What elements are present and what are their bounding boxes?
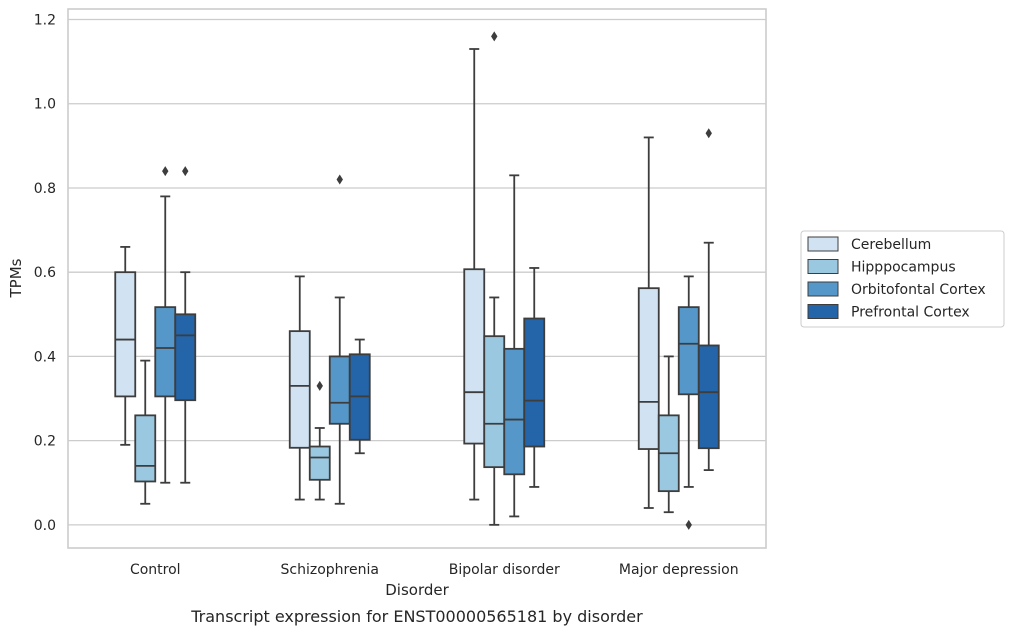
box-group bbox=[308, 380, 331, 501]
box-group bbox=[134, 359, 157, 505]
iqr-box bbox=[637, 287, 660, 450]
y-tick-label: 1.2 bbox=[34, 13, 56, 29]
iqr-box bbox=[483, 335, 506, 469]
iqr-box bbox=[154, 306, 177, 398]
legend-frame bbox=[800, 230, 1005, 328]
box-group bbox=[174, 166, 197, 484]
legend-swatch bbox=[807, 259, 839, 274]
outlier-point bbox=[685, 519, 692, 530]
legend-label: Hipppocampus bbox=[851, 260, 956, 276]
box-group bbox=[523, 267, 546, 488]
y-tick-label: 0.2 bbox=[34, 434, 56, 450]
y-axis-ticks: 0.0 0.2 0.4 0.6 0.8 1.0 1.2 bbox=[34, 13, 56, 534]
iqr-box bbox=[677, 306, 700, 396]
box-group bbox=[463, 48, 486, 501]
iqr-box bbox=[114, 271, 137, 398]
box-group bbox=[483, 31, 506, 526]
y-tick-label: 0.0 bbox=[34, 518, 56, 534]
legend-label: Prefrontal Cortex bbox=[851, 305, 970, 321]
legend-items: Cerebellum Hipppocampus Orbitofontal Corte… bbox=[807, 236, 986, 321]
y-tick-label: 0.8 bbox=[34, 181, 56, 197]
x-axis-title: Disorder bbox=[385, 581, 449, 599]
x-axis-ticks: Control Schizophrenia Bipolar disorder Majo… bbox=[130, 562, 739, 578]
legend: Cerebellum Hipppocampus Orbitofontal Corte… bbox=[800, 230, 1005, 328]
x-tick-label: Bipolar disorder bbox=[449, 562, 560, 578]
iqr-box bbox=[523, 317, 546, 448]
box-group bbox=[677, 275, 700, 530]
plot-boxes bbox=[114, 31, 720, 530]
iqr-box bbox=[328, 355, 351, 425]
legend-label: Orbitofontal Cortex bbox=[851, 282, 986, 298]
iqr-box bbox=[697, 344, 720, 450]
x-tick-label: Control bbox=[130, 562, 181, 578]
outlier-point bbox=[336, 174, 343, 185]
box-group bbox=[637, 136, 660, 509]
y-tick-label: 0.6 bbox=[34, 265, 56, 281]
x-tick-label: Schizophrenia bbox=[281, 562, 379, 578]
box-group bbox=[288, 275, 311, 501]
iqr-box bbox=[134, 414, 157, 483]
iqr-box bbox=[503, 347, 526, 476]
box-group bbox=[503, 174, 526, 518]
y-tick-label: 0.4 bbox=[34, 349, 56, 365]
legend-label: Cerebellum bbox=[851, 237, 931, 253]
outlier-point bbox=[182, 166, 189, 177]
iqr-box bbox=[288, 330, 311, 449]
outlier-point bbox=[316, 380, 323, 391]
outlier-point bbox=[162, 166, 169, 177]
legend-swatch bbox=[807, 304, 839, 319]
iqr-box bbox=[174, 313, 197, 402]
plot-frame bbox=[67, 8, 767, 549]
legend-swatch bbox=[807, 281, 839, 297]
iqr-box bbox=[463, 268, 486, 445]
iqr-box bbox=[308, 445, 331, 481]
box-group bbox=[657, 355, 680, 514]
box-group bbox=[114, 246, 137, 446]
legend-swatch bbox=[807, 236, 839, 252]
y-axis-title: TPMs bbox=[7, 258, 25, 298]
box-group bbox=[328, 174, 351, 505]
outlier-point bbox=[705, 128, 712, 139]
box-group bbox=[154, 166, 177, 484]
box-group bbox=[348, 338, 371, 455]
x-tick-label: Major depression bbox=[619, 562, 739, 578]
box-group bbox=[697, 128, 720, 471]
outlier-point bbox=[491, 31, 498, 42]
y-tick-label: 1.0 bbox=[34, 97, 56, 113]
chart-caption: Transcript expression for ENST0000056518… bbox=[190, 607, 643, 626]
